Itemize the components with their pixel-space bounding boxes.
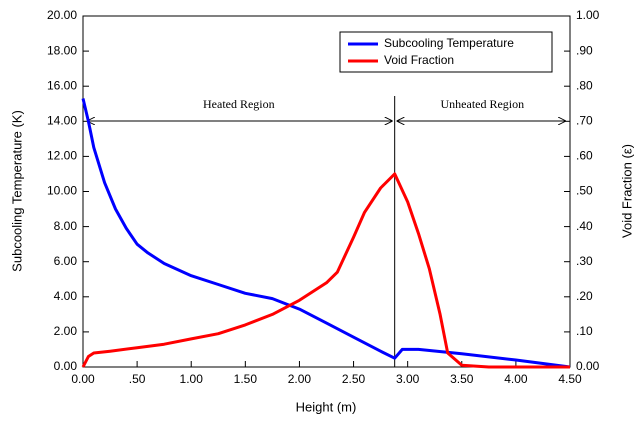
- y-tick-label: 2.00: [54, 324, 78, 338]
- y-axis-title: Subcooling Temperature (K): [9, 110, 24, 272]
- data-line: [81, 172, 570, 369]
- y2-tick-label: .90: [576, 43, 593, 57]
- y2-tick-label: .20: [576, 289, 593, 303]
- y-tick-label: 16.00: [47, 78, 77, 92]
- y-tick-label: 8.00: [54, 219, 78, 233]
- legend-label: Void Fraction: [384, 53, 454, 67]
- legend-box: [339, 31, 553, 73]
- annotation: Heated Region: [203, 97, 275, 111]
- y-tick-label: 18.00: [47, 43, 77, 57]
- y-tick-label: 0.00: [54, 359, 78, 373]
- x-tick-label: 1.50: [234, 372, 258, 386]
- x-tick-label: 3.50: [450, 372, 474, 386]
- annotation: Unheated Region: [441, 97, 525, 111]
- y2-tick-label: .60: [576, 149, 593, 163]
- y-tick-label: 12.00: [47, 149, 77, 163]
- x-tick-label: 4.00: [504, 372, 528, 386]
- legend-label: Subcooling Temperature: [384, 36, 514, 50]
- y2-tick-label: .80: [576, 78, 593, 92]
- x-tick-label: 0.00: [71, 372, 95, 386]
- y2-tick-label: 0.00: [576, 359, 600, 373]
- y-tick-label: 14.00: [47, 113, 77, 127]
- y2-tick-label: .70: [576, 113, 593, 127]
- y2-tick-label: .50: [576, 184, 593, 198]
- y2-tick-label: .30: [576, 254, 593, 268]
- y2-tick-label: 1.00: [576, 8, 600, 22]
- y2-axis-title: Void Fraction (ε): [619, 144, 634, 238]
- data-line: [81, 98, 571, 369]
- x-tick-label: 2.00: [288, 372, 312, 386]
- y-tick-label: 10.00: [47, 184, 77, 198]
- x-tick-label: 4.50: [558, 372, 582, 386]
- y2-tick-label: .10: [576, 324, 593, 338]
- y-tick-label: 20.00: [47, 8, 77, 22]
- x-tick-label: 2.50: [342, 372, 366, 386]
- x-tick-label: .50: [129, 372, 146, 386]
- x-tick-label: 3.00: [396, 372, 420, 386]
- x-axis-title: Height (m): [296, 399, 357, 414]
- y2-tick-label: .40: [576, 219, 593, 233]
- x-tick-label: 1.00: [180, 372, 204, 386]
- y-tick-label: 6.00: [54, 254, 78, 268]
- y-tick-label: 4.00: [54, 289, 78, 303]
